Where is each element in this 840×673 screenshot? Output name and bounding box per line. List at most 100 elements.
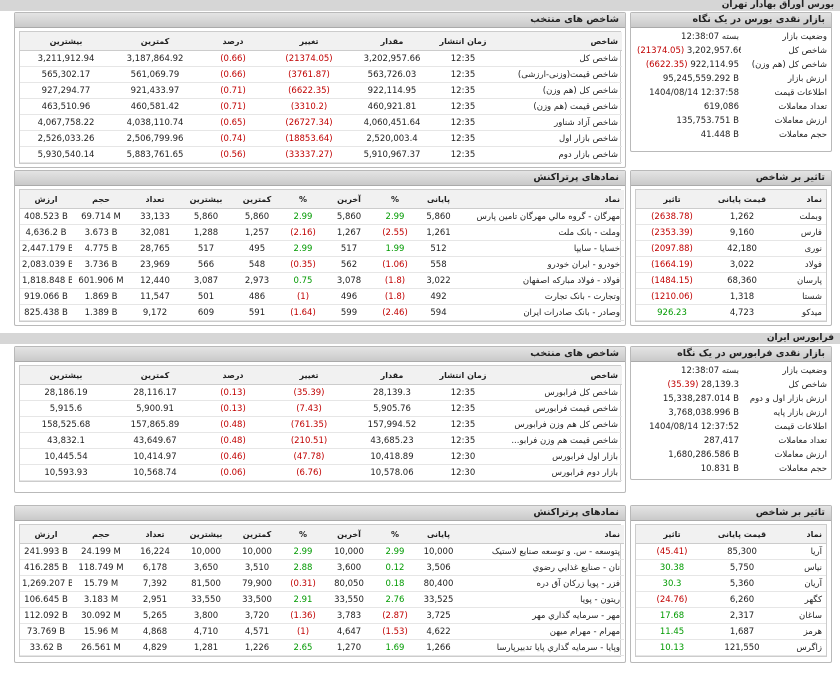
header-row: نماد قیمت پایانی تاثیر xyxy=(636,190,826,209)
cell: 3,650 xyxy=(180,559,232,576)
cell: 6,178 xyxy=(130,559,180,576)
column-header: شاخص xyxy=(492,366,622,385)
cell: 33,525 xyxy=(416,591,461,608)
cell: 2.99 xyxy=(282,543,324,560)
cell: (2.87) xyxy=(374,607,416,624)
overview-label: تعداد معاملات xyxy=(778,436,827,446)
overview-number: 3,768,038.996 B xyxy=(668,408,739,418)
table-row: وبملت 1,262 (2638.78) xyxy=(636,208,826,225)
row-name: وبملت xyxy=(776,208,826,225)
table-row: پارسان 68,360 (1484.15) xyxy=(636,272,826,289)
cell: 28,186.19 xyxy=(20,384,112,401)
table-box: نماد قیمت پایانی تاثیر آریا 85,300 (45.41) نیا… xyxy=(635,524,827,657)
row-name: شستا xyxy=(776,288,826,305)
table-row: مهرام - مهرام ميهن 4,622 (1.53) 4,647 (1) 4,5… xyxy=(20,623,624,640)
table-box: نماد قیمت پایانی تاثیر وبملت 1,262 (2638.78) ف… xyxy=(635,189,827,322)
cell: (3761.87) xyxy=(268,66,350,83)
overview-change: (35.39) xyxy=(667,380,699,390)
cell: 3.736 B xyxy=(72,256,130,273)
column-header: نماد xyxy=(461,525,624,544)
row-name: ساغان xyxy=(776,607,826,624)
cell: 79,900 xyxy=(232,575,282,592)
cell: 11.45 xyxy=(636,623,708,640)
cell: 601.906 M xyxy=(72,272,130,289)
overview-row: شاخص کل (35.39) 28,139.3 xyxy=(635,378,829,392)
cell: 33,550 xyxy=(180,591,232,608)
table-row: نوری 42,180 (2097.88) xyxy=(636,240,826,257)
cell: 562 xyxy=(324,256,374,273)
cell: 12:35 xyxy=(434,432,492,449)
table-row: شاخص کل فرابورس 12:35 28,139.3 (35.39) (0.13… xyxy=(20,384,622,401)
overview-row: ارزش بازار پایه 3,768,038.996 B xyxy=(635,406,829,420)
cell: 496 xyxy=(324,288,374,305)
cell: 157,994.52 xyxy=(350,416,434,433)
cell: 10,000 xyxy=(180,543,232,560)
row-name: شاخص کل فرابورس xyxy=(492,384,622,401)
cell: 495 xyxy=(232,240,282,257)
cell: 1,262 xyxy=(708,208,776,225)
row-name: بازار اول فرابورس xyxy=(492,448,622,465)
panel-title: شاخص های منتخب xyxy=(15,13,625,28)
row-name: بازار دوم فرابورس xyxy=(492,464,622,481)
cell: 2.99 xyxy=(282,208,324,225)
cell: 3,202,957.66 xyxy=(350,50,434,67)
indices-table: شاخص زمان انتشار مقدار تغییر درصد کمترین بیشتر… xyxy=(20,32,622,163)
table-box: شاخص زمان انتشار مقدار تغییر درصد کمترین بیشتر… xyxy=(19,31,622,164)
cell: (1.64) xyxy=(282,304,324,321)
cell: 4,067,758.22 xyxy=(20,114,112,131)
cell: (24.76) xyxy=(636,591,708,608)
cell: 919.066 B xyxy=(20,288,72,305)
cell: 922,114.95 xyxy=(350,82,434,99)
table-row: میدکو 4,723 926.23 xyxy=(636,304,826,321)
column-header: بیشترین xyxy=(20,366,112,385)
cell: (0.06) xyxy=(198,464,268,481)
cell: 23,969 xyxy=(130,256,180,273)
overview-number: 619,086 xyxy=(703,102,739,112)
cell: 80,400 xyxy=(416,575,461,592)
cell: 17.68 xyxy=(636,607,708,624)
table-row: خسایا - سایپا 512 1.99 517 2.99 495 517 28,765 4… xyxy=(20,240,624,257)
header-row: نماد قیمت پایانی تاثیر xyxy=(636,525,826,544)
cell: 10,568.74 xyxy=(112,464,198,481)
overview-row: حجم معاملات 10.831 B xyxy=(635,462,829,476)
cell: (7.43) xyxy=(268,400,350,417)
cell: (0.65) xyxy=(198,114,268,131)
table-row: بازار اول فرابورس 12:30 10,418.89 (47.78) (0… xyxy=(20,448,622,465)
cell: (1484.15) xyxy=(636,272,708,289)
cell: (35.39) xyxy=(268,384,350,401)
overview-number: 287,417 xyxy=(703,436,739,446)
cell: 5,860 xyxy=(232,208,282,225)
cell: 463,510.96 xyxy=(20,98,112,115)
column-header: کمترین xyxy=(112,32,198,51)
panel-title: شاخص های منتخب xyxy=(15,347,625,362)
cell: 12:35 xyxy=(434,384,492,401)
cell: (0.66) xyxy=(198,50,268,67)
overview-label: حجم معاملات xyxy=(779,464,827,474)
cell: (1) xyxy=(282,623,324,640)
cell: 28,765 xyxy=(130,240,180,257)
cell: 2.91 xyxy=(282,591,324,608)
column-header: ارزش xyxy=(20,190,72,209)
panel-title: نمادهای پرتراکنش xyxy=(15,171,625,186)
cell: 594 xyxy=(416,304,461,321)
cell: 927,294.77 xyxy=(20,82,112,99)
section-title: بورس اوراق بهادار تهران xyxy=(0,0,840,11)
overview-panel: بازار نقدی فرابورس در یک نگاه وضعیت بازار… xyxy=(630,346,832,480)
cell: 5,265 xyxy=(130,607,180,624)
overview-label: وضعیت بازار xyxy=(782,32,827,42)
row-name: شاخص بازار اول xyxy=(492,130,622,147)
cell: 157,865.89 xyxy=(112,416,198,433)
column-header: آخرین xyxy=(324,190,374,209)
column-header: درصد xyxy=(198,366,268,385)
cell: 12:35 xyxy=(434,400,492,417)
overview-row: اطلاعات قیمت 1404/08/14 12:37:58 xyxy=(635,86,829,100)
cell: 416.285 B xyxy=(20,559,72,576)
column-header: نماد xyxy=(776,190,826,209)
column-header: % xyxy=(374,190,416,209)
cell: 2.65 xyxy=(282,639,324,656)
overview-value: 3,768,038.996 B xyxy=(635,406,741,420)
cell: 4,038,110.74 xyxy=(112,114,198,131)
cell: 5,860 xyxy=(416,208,461,225)
active-panel: نمادهای پرتراکنش نماد پایانی% آخرین% کمترین ب… xyxy=(14,170,626,326)
cell: 1.389 B xyxy=(72,304,130,321)
